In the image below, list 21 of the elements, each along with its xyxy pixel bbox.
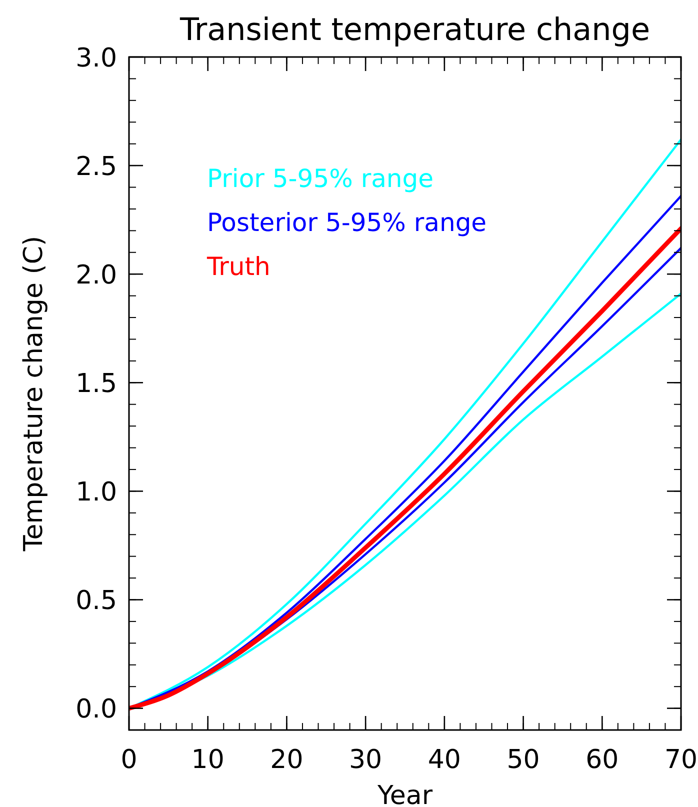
x-axis-title: Year [376, 781, 433, 807]
chart-title: Transient temperature change [178, 12, 650, 48]
x-tick-label: 40 [428, 745, 461, 775]
y-tick-label: 2.5 [76, 152, 117, 182]
x-tick-label: 30 [349, 745, 382, 775]
x-tick-label: 50 [506, 745, 540, 775]
text: Truth [206, 252, 270, 281]
y-tick-label: 0.5 [76, 586, 117, 616]
y-tick-label: 2.0 [76, 260, 117, 290]
x-tick-label: 60 [586, 745, 619, 775]
x-tick-label: 0 [120, 745, 138, 775]
x-tick-label: 70 [664, 745, 698, 775]
text: Prior 5-95% range [207, 164, 434, 193]
y-tick-label: 3.0 [76, 43, 117, 74]
y-tick-label: 1.5 [76, 369, 117, 400]
x-tick-label: 10 [191, 745, 224, 775]
y-axis-title: Temperature change (C) [19, 236, 49, 552]
text: Posterior 5-95% range [207, 208, 487, 237]
y-tick-label: 1.0 [76, 478, 117, 508]
x-tick-label: 20 [270, 745, 304, 775]
y-tick-label: 0.0 [76, 694, 117, 725]
